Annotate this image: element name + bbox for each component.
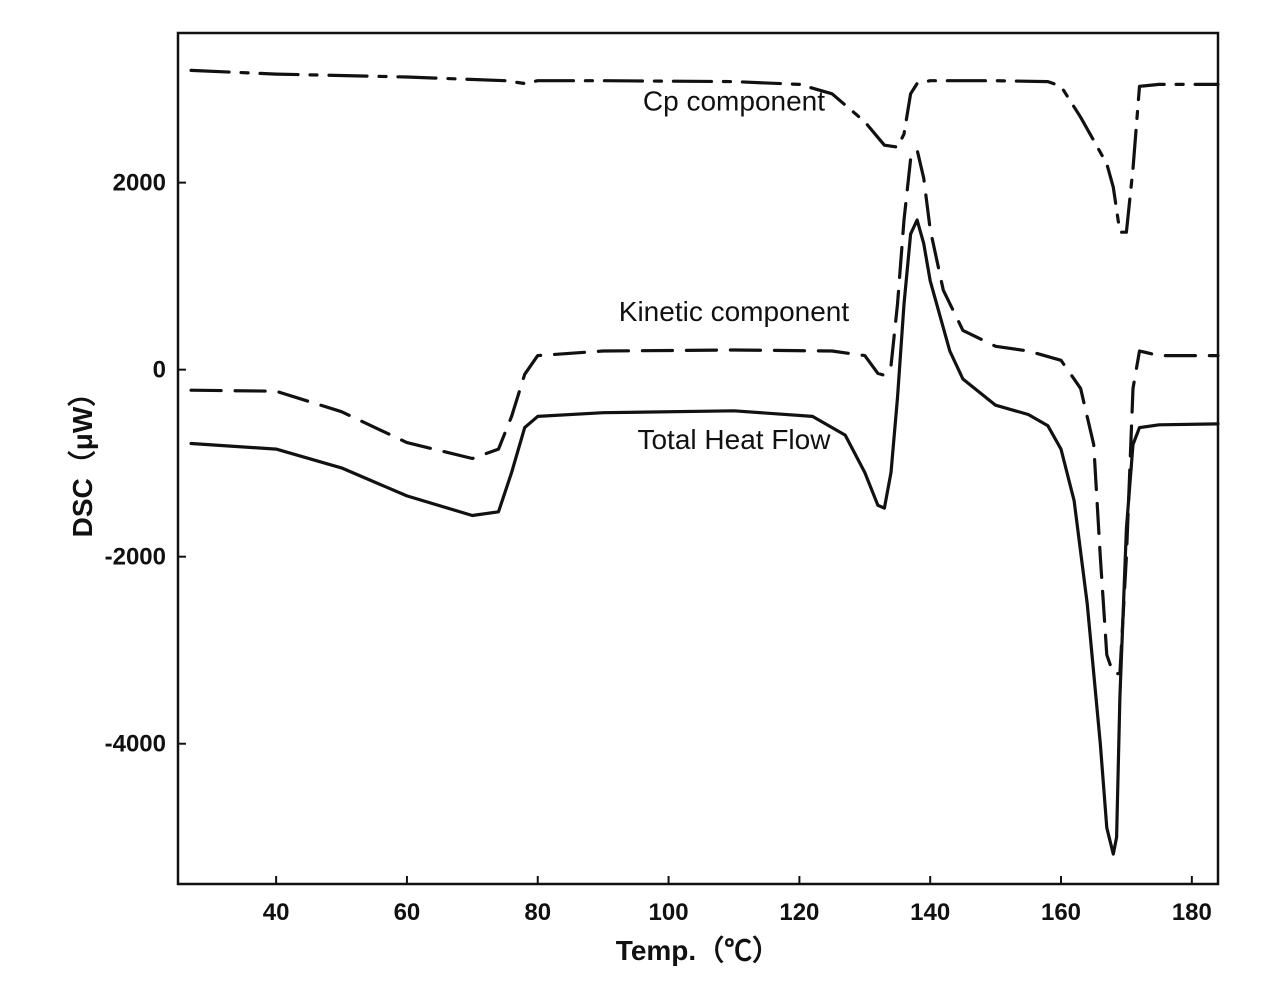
- series-annotation: Total Heat Flow: [637, 424, 831, 455]
- x-tick-label: 40: [263, 899, 290, 926]
- x-tick-label: 140: [910, 899, 950, 926]
- y-tick-label: -4000: [105, 731, 166, 758]
- total-heat-flow-line: [189, 218, 1220, 856]
- x-tick-label: 60: [394, 899, 421, 926]
- plot-frame: [176, 31, 1220, 886]
- series-annotation: Cp component: [643, 86, 825, 117]
- x-tick-label: 120: [779, 899, 819, 926]
- y-tick-label: 0: [153, 357, 166, 384]
- y-axis-title: DSC（μW）: [66, 379, 98, 538]
- x-tick-label: 180: [1172, 899, 1212, 926]
- cp-component-line: [189, 68, 1220, 234]
- y-tick-label: 2000: [113, 170, 166, 197]
- series-annotation: Kinetic component: [619, 296, 850, 327]
- x-tick-label: 100: [649, 899, 689, 926]
- x-tick-label: 160: [1041, 899, 1081, 926]
- kinetic-component-line: [189, 148, 1220, 676]
- x-axis-title: Temp.（℃）: [616, 934, 780, 966]
- x-tick-label: 80: [524, 899, 551, 926]
- y-tick-label: -2000: [105, 544, 166, 571]
